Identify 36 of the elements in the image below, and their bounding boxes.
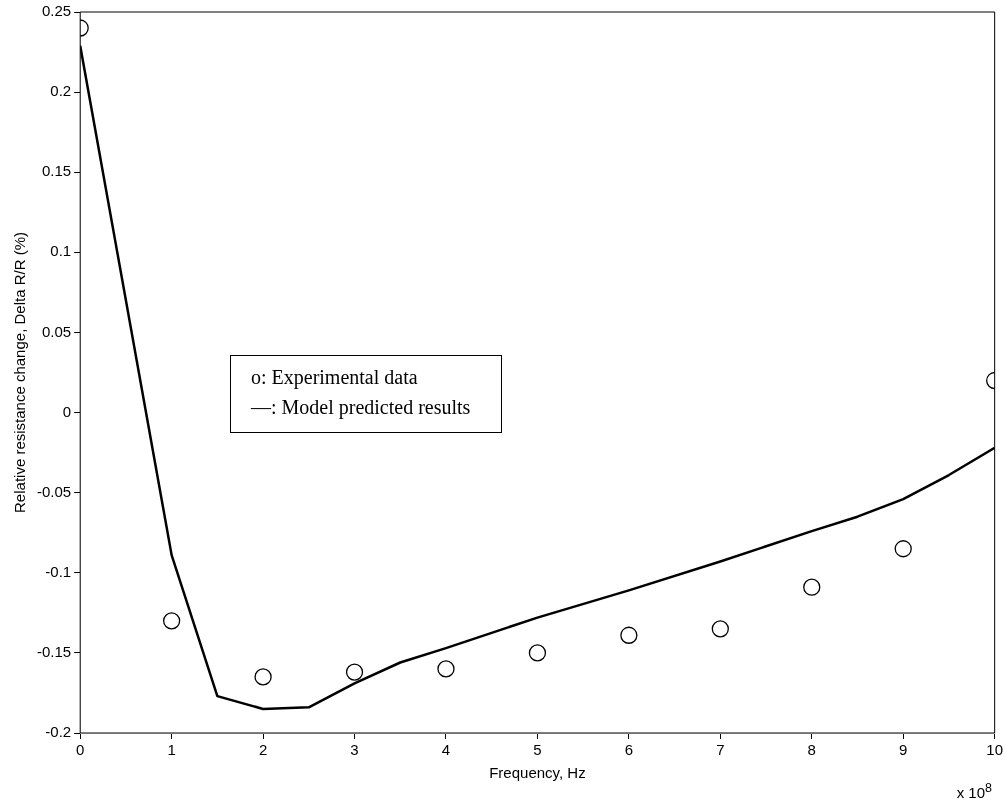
x-tick-label: 7 [716,741,725,759]
point [711,620,729,638]
x-tick-label: 2 [258,741,268,759]
x-axis-title: Frequency, Hz [489,764,586,782]
x-tick-label: 9 [899,741,908,759]
y-tick-label: -0.2 [45,723,72,741]
text-box: o: Experimental data —: Model predicted results [230,355,502,433]
y-tick-label: 0.05 [41,322,72,340]
y-tick-label: 0.2 [50,82,72,100]
y-tick-label: -0.05 [36,482,72,500]
point [803,578,821,596]
annotation: —: Model predicted results [251,395,472,421]
point [437,660,455,678]
x-tick-label: 1 [167,741,176,759]
y-tick-label: 0.1 [50,242,72,260]
text: x 10$^{8}$ [956,781,992,801]
x-tick-label: 5 [533,741,542,759]
y-tick-label: 0.15 [41,162,72,180]
point [528,644,547,662]
x-tick-label: 0 [76,741,85,759]
x-tick-label: 3 [350,741,359,759]
y-tick-label: 0.25 [41,2,72,20]
x-tick-label: 4 [441,741,451,759]
point [620,626,638,644]
point [254,668,272,686]
point [162,612,181,630]
point [894,540,912,558]
x-tick-label: 6 [624,741,634,759]
x-tick-label: 10 [986,741,1003,759]
annotation: o: Experimental data [251,365,419,391]
y-tick-label: -0.15 [36,643,72,661]
y-axis-title: Relative resistance change, Delta R/R (%) [11,232,29,513]
point [345,663,364,681]
y-tick-label: 0 [62,402,72,420]
x-tick-label: 8 [807,741,816,759]
y-tick-label: -0.1 [45,562,72,580]
